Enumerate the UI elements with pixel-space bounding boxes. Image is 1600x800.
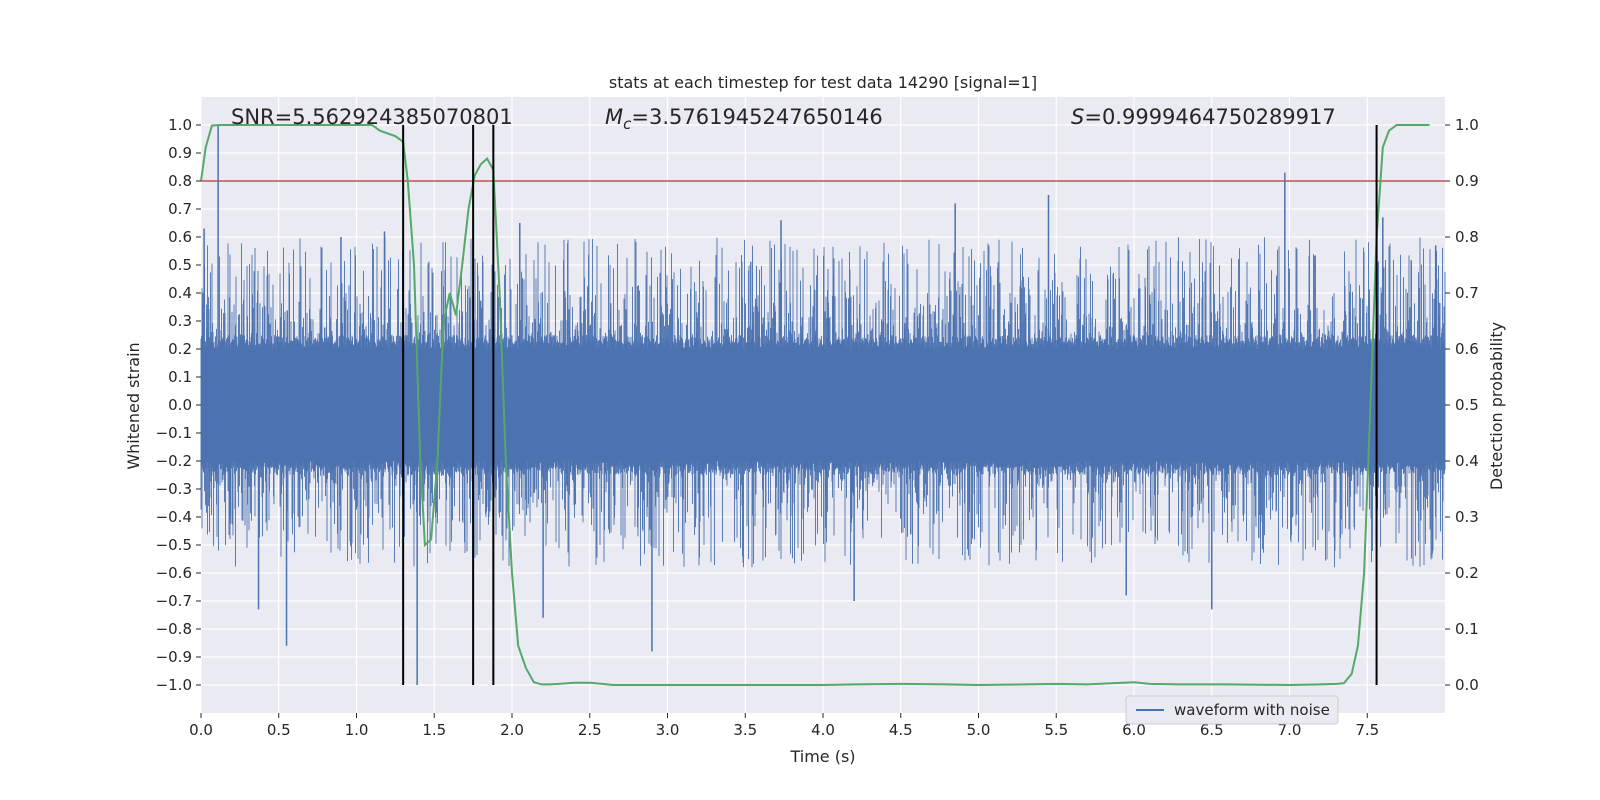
y-tick-label: −0.3 bbox=[156, 480, 192, 498]
x-tick-label: 0.5 bbox=[267, 721, 291, 739]
x-tick-label: 6.5 bbox=[1200, 721, 1224, 739]
snr-annotation: SNR=5.562924385070801 bbox=[231, 105, 513, 129]
waveform-layer bbox=[200, 125, 1446, 685]
x-tick-label: 5.0 bbox=[967, 721, 991, 739]
x-tick-label: 3.0 bbox=[656, 721, 680, 739]
chirp-mass-symbol: M bbox=[605, 105, 623, 129]
y-tick-label: −0.9 bbox=[156, 648, 192, 666]
y-tick-label: 0.2 bbox=[168, 340, 192, 358]
y-tick-label: 0.7 bbox=[168, 200, 192, 218]
y-tick-label: 0.3 bbox=[168, 312, 192, 330]
y-axis-label: Whitened strain bbox=[124, 342, 143, 469]
x-tick-label: 4.5 bbox=[889, 721, 913, 739]
x-tick-label: 4.0 bbox=[811, 721, 835, 739]
x-tick-label: 7.5 bbox=[1355, 721, 1379, 739]
legend-box bbox=[1125, 695, 1339, 725]
chirp-mass-annotation: Mc=3.5761945247650146 bbox=[605, 105, 883, 133]
y-right-tick-label: 0.1 bbox=[1455, 620, 1479, 638]
y-tick-label: −0.5 bbox=[156, 536, 192, 554]
y-tick-label: 0.0 bbox=[168, 396, 192, 414]
y-right-tick-label: 0.3 bbox=[1455, 508, 1479, 526]
score-annotation: S=0.9999464750289917 bbox=[1071, 105, 1336, 129]
y-right-axis-label: Detection probability bbox=[1487, 322, 1506, 490]
y-tick-label: −0.6 bbox=[156, 564, 192, 582]
y-tick-label: −1.0 bbox=[156, 676, 192, 694]
y-right-tick-label: 0.8 bbox=[1455, 228, 1479, 246]
x-tick-label: 1.5 bbox=[422, 721, 446, 739]
y-right-tick-label: 0.2 bbox=[1455, 564, 1479, 582]
y-right-tick-label: 0.6 bbox=[1455, 340, 1479, 358]
legend-label-waveform: waveform with noise bbox=[1174, 701, 1330, 719]
x-tick-label: 2.5 bbox=[578, 721, 602, 739]
y-right-tick-label: 1.0 bbox=[1455, 116, 1479, 134]
y-tick-label: −0.2 bbox=[156, 452, 192, 470]
chart-title: stats at each timestep for test data 142… bbox=[609, 73, 1037, 92]
x-tick-label: 6.0 bbox=[1122, 721, 1146, 739]
x-tick-label: 3.5 bbox=[733, 721, 757, 739]
score-symbol: S bbox=[1071, 105, 1084, 129]
y-right-tick-label: 0.4 bbox=[1455, 452, 1479, 470]
y-tick-label: −0.4 bbox=[156, 508, 192, 526]
x-tick-label: 7.0 bbox=[1278, 721, 1302, 739]
tick-layer: 0.0 0.5 1.0 1.5 2.0 2.5 3.0 3.5 4.0 4.5 5.0 5.5 6.0 6… bbox=[156, 116, 1479, 739]
y-tick-label: 0.5 bbox=[168, 256, 192, 274]
y-tick-label: 0.1 bbox=[168, 368, 192, 386]
chirp-mass-value: =3.5761945247650146 bbox=[631, 105, 882, 129]
x-tick-label: 0.0 bbox=[189, 721, 213, 739]
chirp-mass-subscript: c bbox=[623, 115, 632, 133]
y-tick-label: −0.8 bbox=[156, 620, 192, 638]
y-right-tick-label: 0.0 bbox=[1455, 676, 1479, 694]
x-tick-label: 2.0 bbox=[500, 721, 524, 739]
y-tick-label: 0.4 bbox=[168, 284, 192, 302]
score-value: =0.9999464750289917 bbox=[1084, 105, 1335, 129]
legend: waveform with noise bbox=[1125, 695, 1339, 725]
y-tick-label: −0.1 bbox=[156, 424, 192, 442]
x-axis-label: Time (s) bbox=[789, 747, 855, 766]
y-right-tick-label: 0.7 bbox=[1455, 284, 1479, 302]
probability-layer bbox=[200, 124, 1445, 687]
y-tick-label: 0.8 bbox=[168, 172, 192, 190]
y-tick-label: −0.7 bbox=[156, 592, 192, 610]
y-tick-label: 0.6 bbox=[168, 228, 192, 246]
y-tick-label: 0.9 bbox=[168, 144, 192, 162]
y-right-tick-label: 0.9 bbox=[1455, 172, 1479, 190]
vertical-lines-layer bbox=[402, 125, 1378, 685]
y-tick-label: 1.0 bbox=[168, 116, 192, 134]
waveform-core-band bbox=[201, 349, 1445, 461]
y-right-tick-label: 0.5 bbox=[1455, 396, 1479, 414]
x-tick-label: 5.5 bbox=[1044, 721, 1068, 739]
x-tick-label: 1.0 bbox=[345, 721, 369, 739]
detection-probability-line bbox=[200, 124, 1430, 687]
